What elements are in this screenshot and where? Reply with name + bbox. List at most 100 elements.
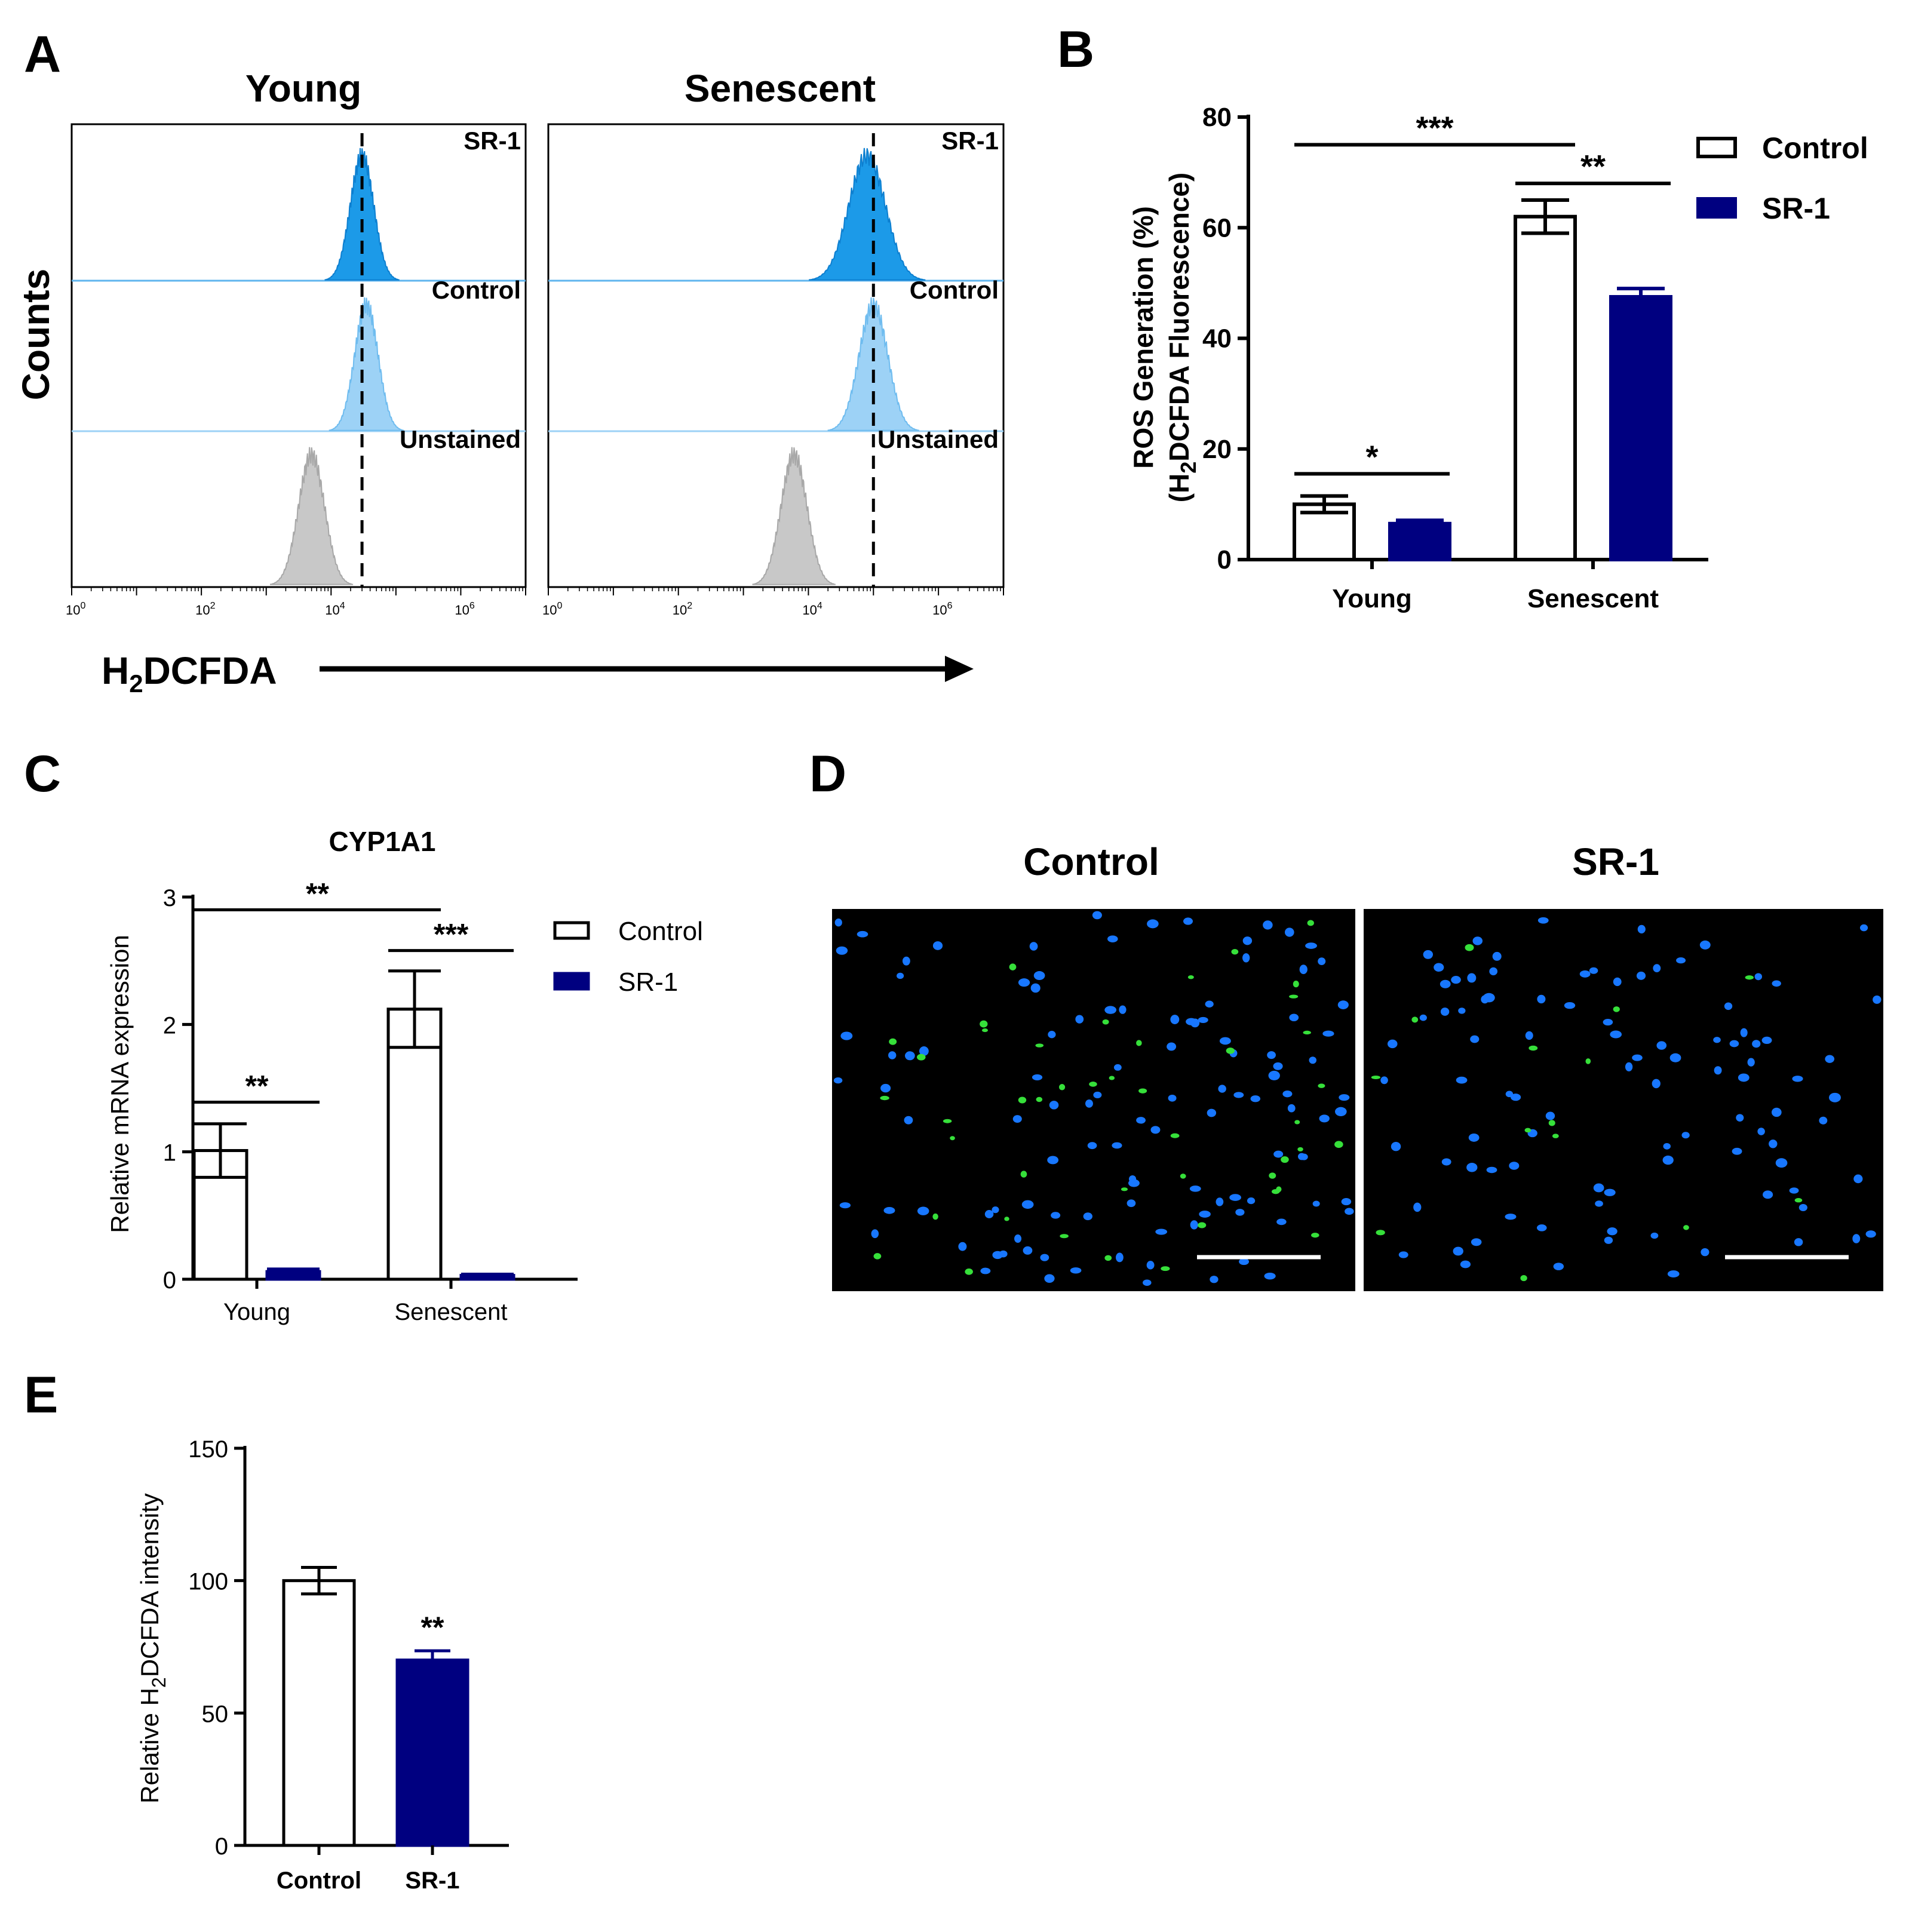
nucleus <box>1667 1270 1680 1277</box>
nucleus <box>1453 1246 1463 1256</box>
nucleus <box>1828 1092 1841 1102</box>
bar-control <box>386 1008 443 1281</box>
nucleus <box>1613 977 1622 987</box>
panel-d-label: D <box>809 745 846 803</box>
y-tick-label: 0 <box>163 1267 176 1294</box>
nucleus <box>1044 1274 1055 1283</box>
y-tick-label: 3 <box>163 885 176 911</box>
x-tick-label: Senescent <box>1527 584 1659 613</box>
nucleus <box>1483 993 1495 1003</box>
nucleus <box>1167 1042 1177 1051</box>
histogram-frame-senescent <box>547 123 1005 588</box>
ros-signal <box>1020 1171 1027 1178</box>
ros-signal <box>1683 1225 1689 1230</box>
nucleus <box>1747 1058 1755 1067</box>
legend-swatch-control <box>1696 137 1737 158</box>
bar-sr-1 <box>265 1270 321 1281</box>
nucleus <box>1825 1055 1835 1063</box>
nucleus <box>1789 1187 1799 1194</box>
ros-signal <box>1303 1030 1311 1035</box>
panel-a-title-senescent: Senescent <box>685 67 876 110</box>
nucleus <box>917 1206 929 1215</box>
ros-signal <box>1136 1040 1142 1046</box>
bar-control <box>192 1149 248 1281</box>
nucleus <box>1339 1094 1350 1101</box>
nucleus <box>1219 1037 1231 1045</box>
nucleus <box>1147 919 1159 929</box>
x-tick-label: 100 <box>542 601 562 618</box>
nucleus <box>1233 1092 1244 1098</box>
nucleus <box>1263 920 1273 930</box>
histogram-area: SR-1 Control Unstained 100 102 104 106 SR-1 Cont… <box>66 123 1005 618</box>
ros-signal <box>1613 1006 1620 1012</box>
x-tick-label: 106 <box>932 601 952 618</box>
nucleus <box>883 1207 895 1214</box>
nucleus <box>1289 1013 1299 1022</box>
nucleus <box>1085 1099 1093 1108</box>
track-label-unstained: Unstained <box>400 425 521 453</box>
ros-signal <box>1520 1275 1527 1282</box>
panel-e-ylabel: Relative H2DCFDA intensity <box>136 1493 170 1804</box>
ros-signal <box>981 1028 988 1033</box>
y-tick-label: 0 <box>215 1833 228 1860</box>
nucleus <box>1093 1091 1102 1099</box>
ros-signal <box>1293 980 1299 988</box>
nucleus <box>1341 1197 1352 1206</box>
ros-signal <box>1109 1076 1115 1080</box>
nucleus <box>1107 935 1118 942</box>
ros-signal <box>1009 963 1017 970</box>
nucleus <box>1247 1197 1256 1205</box>
nucleus <box>1305 942 1317 949</box>
nucleus <box>958 1242 967 1251</box>
nucleus <box>904 1116 913 1125</box>
ros-signal <box>1180 1174 1186 1179</box>
ros-signal <box>1745 975 1754 980</box>
nucleus <box>1451 976 1461 984</box>
bar-sr-1 <box>1388 521 1451 562</box>
nucleus <box>1537 917 1549 924</box>
nucleus <box>1423 950 1434 959</box>
bar-sr-1 <box>395 1658 469 1847</box>
nucleus <box>1083 1212 1092 1221</box>
significance-label: ** <box>1580 149 1606 185</box>
nucleus <box>1663 1142 1671 1150</box>
ros-signal <box>1035 1043 1044 1048</box>
ros-signal <box>1060 1234 1069 1239</box>
nucleus <box>1250 1095 1261 1102</box>
panel-b-label: B <box>1057 21 1094 78</box>
nucleus <box>1729 1040 1739 1048</box>
panel-d-title-sr1: SR-1 <box>1572 840 1659 883</box>
nucleus <box>1287 1104 1296 1113</box>
x-tick-label: Control <box>277 1868 361 1894</box>
nucleus <box>833 1077 843 1084</box>
nucleus <box>1391 1142 1401 1151</box>
nucleus <box>1509 1162 1520 1170</box>
nucleus <box>1087 1142 1097 1150</box>
nucleus <box>1413 1202 1422 1212</box>
nucleus <box>1471 1238 1482 1246</box>
nucleus <box>1610 1030 1622 1039</box>
micrograph-control <box>832 909 1355 1291</box>
ros-signal <box>917 1053 926 1061</box>
nucleus <box>1112 1142 1122 1149</box>
nucleus <box>1023 1246 1033 1255</box>
nucleus <box>999 1250 1008 1258</box>
nucleus <box>1676 957 1686 964</box>
nucleus <box>1564 1002 1576 1009</box>
nucleus <box>1146 1261 1155 1270</box>
ros-signal <box>889 1038 897 1045</box>
nucleus <box>1873 995 1882 1004</box>
x-tick-label: 104 <box>325 601 345 618</box>
nucleus <box>1593 1183 1604 1193</box>
panel-a-ylabel: Counts <box>14 269 57 400</box>
nucleus <box>1732 1147 1742 1155</box>
nucleus <box>1763 1190 1773 1199</box>
nucleus <box>1772 980 1781 987</box>
nucleus <box>1771 1107 1782 1117</box>
nucleus <box>1636 971 1646 980</box>
nucleus <box>1398 1251 1408 1258</box>
nucleus <box>1625 1062 1633 1071</box>
nucleus <box>1761 1036 1772 1045</box>
ros-signal <box>1187 975 1194 979</box>
